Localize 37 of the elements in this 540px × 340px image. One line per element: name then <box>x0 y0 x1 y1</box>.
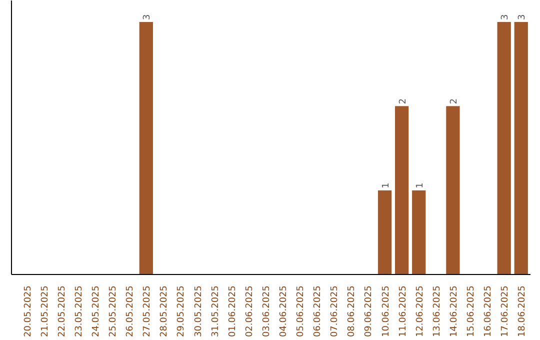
x-tick-label: 04.06.2025 <box>279 286 290 338</box>
x-tick-label: 21.05.2025 <box>40 286 50 338</box>
x-tick-label: 14.06.2025 <box>449 286 460 338</box>
data-label: 2 <box>449 98 460 104</box>
x-tick-label: 12.06.2025 <box>415 286 426 338</box>
x-tick-label: 18.06.2025 <box>518 286 528 338</box>
x-tick-label: 13.06.2025 <box>432 286 442 338</box>
x-tick-label: 16.06.2025 <box>484 286 494 338</box>
x-tick-label: 03.06.2025 <box>262 286 272 338</box>
data-label: 1 <box>381 182 392 188</box>
x-tick-label: 11.06.2025 <box>398 286 408 338</box>
x-tick-label: 20.05.2025 <box>23 286 34 338</box>
x-tick-label: 24.05.2025 <box>92 286 102 338</box>
x-tick-label: 25.05.2025 <box>108 286 119 338</box>
data-label: 3 <box>500 14 511 20</box>
x-tick-label: 26.05.2025 <box>126 286 136 338</box>
x-tick-label: 02.06.2025 <box>244 286 255 338</box>
x-tick-label: 30.05.2025 <box>194 286 204 338</box>
data-label: 2 <box>398 98 408 104</box>
x-tick-label: 28.05.2025 <box>160 286 170 338</box>
x-tick-label: 07.06.2025 <box>330 286 340 338</box>
x-tick-label: 22.05.2025 <box>57 286 68 338</box>
x-tick-label: 06.06.2025 <box>313 286 324 338</box>
x-tick-label: 09.06.2025 <box>364 286 374 338</box>
x-tick-label: 15.06.2025 <box>466 286 476 338</box>
data-label: 3 <box>518 14 528 20</box>
data-label: 3 <box>142 14 153 20</box>
x-tick-label: 05.06.2025 <box>296 286 306 338</box>
x-tick-label: 17.06.2025 <box>500 286 511 338</box>
x-tick-label: 10.06.2025 <box>381 286 392 338</box>
x-tick-label: 23.05.2025 <box>74 286 84 338</box>
data-label: 1 <box>415 182 426 188</box>
x-tick-label: 08.06.2025 <box>347 286 358 338</box>
x-tick-label: 31.05.2025 <box>210 286 221 338</box>
x-tick-label: 01.06.2025 <box>228 286 238 338</box>
x-tick-label: 27.05.2025 <box>142 286 153 338</box>
x-tick-label: 29.05.2025 <box>176 286 187 338</box>
